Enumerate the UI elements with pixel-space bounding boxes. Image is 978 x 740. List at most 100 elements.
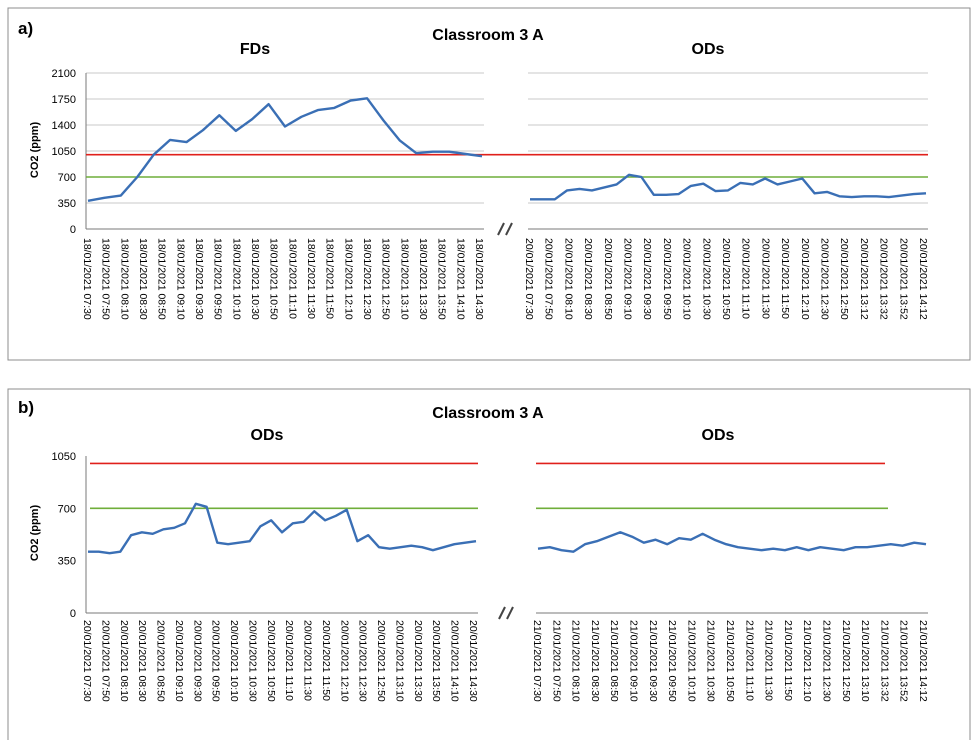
x-tick-label: 18/01/2021 11:10 [286, 238, 298, 319]
x-tick-label: 20/01/2021 09:50 [210, 620, 222, 702]
x-tick-label: 20/01/2021 13:52 [897, 238, 909, 320]
x-tick-label: 21/01/2021 08:10 [570, 620, 582, 702]
x-tick-label: 18/01/2021 14:10 [454, 238, 466, 320]
x-tick-label: 18/01/2021 12:30 [361, 238, 373, 320]
x-tick-label: 18/01/2021 13:30 [417, 238, 429, 320]
x-tick-label: 20/01/2021 10:10 [681, 238, 693, 320]
x-tick-label: 20/01/2021 08:50 [602, 238, 614, 320]
x-tick-label: 20/01/2021 09:10 [173, 620, 185, 702]
x-tick-label: 21/01/2021 12:50 [840, 620, 852, 702]
x-tick-label: 20/01/2021 13:12 [858, 238, 870, 320]
segment-label: ODs [692, 41, 725, 58]
x-tick-label: 20/01/2021 14:10 [449, 620, 461, 702]
x-tick-label: 20/01/2021 13:32 [878, 238, 890, 320]
x-tick-label: 20/01/2021 13:30 [412, 620, 424, 702]
x-tick-label: 20/01/2021 12:30 [357, 620, 369, 702]
x-tick-label: 20/01/2021 12:50 [838, 238, 850, 320]
x-tick-label: 21/01/2021 12:10 [801, 620, 813, 702]
panel-frame [7, 388, 971, 740]
x-tick-label: 21/01/2021 10:10 [685, 620, 697, 702]
x-tick-label: 20/01/2021 14:30 [467, 620, 479, 702]
x-tick-label: 20/01/2021 10:10 [228, 620, 240, 702]
x-tick-label: 21/01/2021 07:30 [531, 620, 543, 702]
x-tick-label: 20/01/2021 07:30 [523, 238, 535, 320]
x-tick-label: 21/01/2021 09:50 [666, 620, 678, 702]
x-tick-label: 20/01/2021 09:50 [661, 238, 673, 320]
axis-break-mark [505, 222, 513, 236]
y-tick-label: 1050 [52, 146, 76, 158]
x-tick-label: 18/01/2021 08:50 [156, 238, 168, 320]
x-tick-label: 18/01/2021 11:30 [305, 238, 317, 319]
x-tick-label: 20/01/2021 11:50 [320, 620, 332, 701]
axis-break-mark [506, 606, 514, 620]
co2-series-line [530, 173, 927, 201]
x-tick-label: 20/01/2021 10:50 [265, 620, 277, 702]
x-tick-label: 20/01/2021 11:50 [779, 238, 791, 319]
x-tick-label: 18/01/2021 13:50 [436, 238, 448, 320]
x-tick-label: 18/01/2021 07:50 [100, 238, 112, 320]
x-tick-label: 18/01/2021 10:50 [268, 238, 280, 320]
x-tick-label: 20/01/2021 11:30 [302, 620, 314, 701]
panel-frame [7, 7, 971, 361]
x-tick-label: 20/01/2021 10:30 [700, 238, 712, 320]
y-tick-label: 0 [70, 608, 76, 620]
y-tick-label: 700 [58, 503, 76, 515]
x-tick-label: 20/01/2021 11:10 [283, 620, 295, 701]
x-tick-label: 18/01/2021 12:50 [380, 238, 392, 320]
x-tick-label: 20/01/2021 09:30 [191, 620, 203, 702]
x-tick-label: 20/01/2021 12:50 [375, 620, 387, 702]
x-tick-label: 18/01/2021 07:30 [81, 238, 93, 320]
x-tick-label: 20/01/2021 10:50 [720, 238, 732, 320]
x-tick-label: 20/01/2021 08:30 [136, 620, 148, 702]
x-tick-label: 20/01/2021 12:30 [819, 238, 831, 320]
x-tick-label: 21/01/2021 11:30 [763, 620, 775, 701]
y-tick-label: 350 [58, 198, 76, 210]
x-tick-label: 20/01/2021 08:50 [155, 620, 167, 702]
x-tick-label: 20/01/2021 12:10 [799, 238, 811, 320]
co2-series-line [88, 502, 477, 555]
segment-label: ODs [251, 427, 284, 444]
y-tick-label: 1050 [52, 451, 76, 463]
segment-label: FDs [240, 41, 270, 58]
x-tick-label: 18/01/2021 10:10 [230, 238, 242, 320]
x-tick-label: 20/01/2021 08:30 [582, 238, 594, 320]
co2-series-line [537, 531, 927, 553]
x-tick-label: 18/01/2021 10:30 [249, 238, 261, 320]
x-tick-label: 21/01/2021 09:10 [628, 620, 640, 702]
y-tick-label: 1400 [52, 120, 76, 132]
segment-label: ODs [702, 427, 735, 444]
panel-label: a) [18, 19, 33, 38]
x-tick-label: 20/01/2021 07:50 [543, 238, 555, 320]
x-tick-label: 20/01/2021 12:10 [338, 620, 350, 702]
x-tick-label: 20/01/2021 08:10 [118, 620, 130, 702]
x-tick-label: 18/01/2021 08:30 [137, 238, 149, 320]
y-tick-label: 700 [58, 172, 76, 184]
y-tick-label: 350 [58, 556, 76, 568]
x-tick-label: 21/01/2021 13:32 [878, 620, 890, 702]
x-tick-label: 21/01/2021 14:12 [917, 620, 929, 702]
x-tick-label: 20/01/2021 14:12 [917, 238, 929, 320]
axis-break-mark [497, 222, 505, 236]
x-tick-label: 21/01/2021 08:50 [608, 620, 620, 702]
x-tick-label: 21/01/2021 07:50 [550, 620, 562, 702]
y-tick-label: 1750 [52, 94, 76, 106]
panel-label: b) [18, 398, 34, 417]
x-tick-label: 20/01/2021 08:10 [562, 238, 574, 320]
x-tick-label: 20/01/2021 07:50 [99, 620, 111, 702]
x-tick-label: 20/01/2021 09:30 [641, 238, 653, 320]
x-tick-label: 21/01/2021 11:50 [782, 620, 794, 701]
chart-title: Classroom 3 A [432, 405, 544, 422]
x-tick-label: 18/01/2021 09:10 [174, 238, 186, 320]
x-tick-label: 18/01/2021 11:50 [324, 238, 336, 319]
x-tick-label: 18/01/2021 09:50 [212, 238, 224, 320]
y-tick-label: 0 [70, 224, 76, 236]
chart-panel-a: a) Classroom 3 A CO2 (ppm) 0 350 700 1050 1400 1… [7, 7, 971, 361]
x-tick-label: 21/01/2021 11:10 [743, 620, 755, 701]
chart-title: Classroom 3 A [432, 27, 544, 44]
y-axis-label: CO2 (ppm) [29, 505, 41, 562]
x-tick-label: 21/01/2021 09:30 [647, 620, 659, 702]
x-tick-label: 20/01/2021 11:10 [740, 238, 752, 319]
x-tick-label: 20/01/2021 11:30 [759, 238, 771, 319]
x-tick-label: 21/01/2021 12:30 [821, 620, 833, 702]
